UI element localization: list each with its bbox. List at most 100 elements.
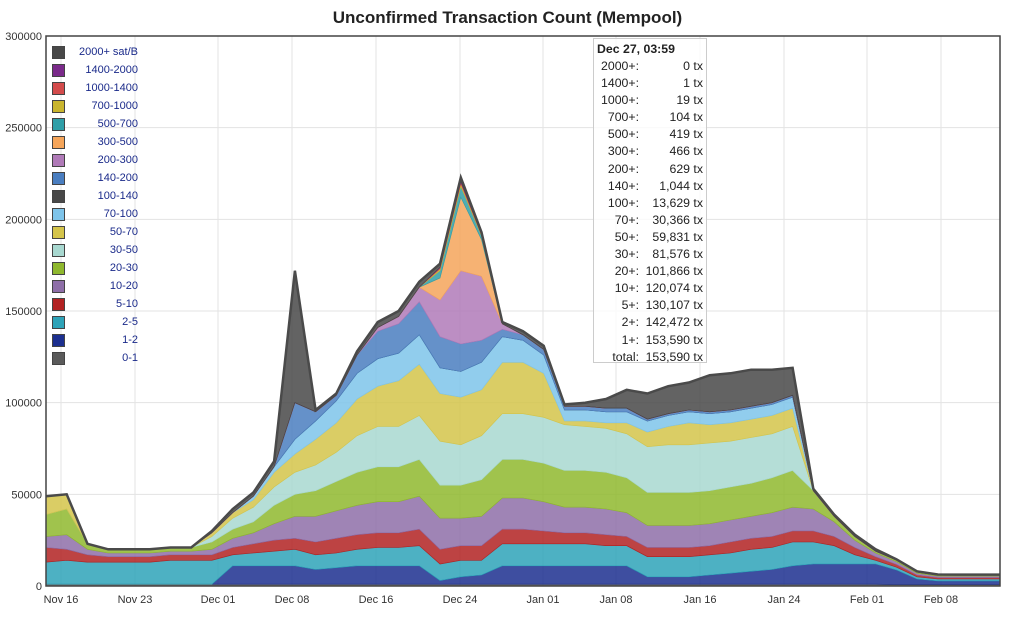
legend-label: 500-700 [97, 118, 138, 130]
x-tick-label: Nov 16 [44, 594, 79, 606]
tooltip-row: 20+: 101,866 tx [597, 263, 703, 280]
legend-item[interactable]: 50-70 [52, 223, 138, 241]
legend-swatch [52, 207, 65, 221]
x-tick-label: Feb 01 [850, 594, 884, 606]
tooltip-row-value: 0 tx [683, 59, 703, 73]
legend-swatch [52, 297, 65, 311]
legend-item[interactable]: 200-300 [52, 151, 138, 169]
tooltip-row: 700+: 104 tx [597, 109, 703, 126]
tooltip-row: 10+: 120,074 tx [597, 280, 703, 297]
x-tick-label: Dec 01 [201, 594, 236, 606]
legend-label: 700-1000 [91, 100, 139, 112]
legend-label: 20-30 [109, 262, 138, 274]
tooltip-row-value: 13,629 tx [652, 195, 703, 210]
legend-item[interactable]: 5-10 [52, 295, 138, 313]
legend-label: 30-50 [109, 244, 138, 256]
legend-item[interactable]: 1-2 [52, 331, 138, 349]
tooltip-row-key: 30+: [614, 247, 639, 262]
legend-item[interactable]: 1400-2000 [52, 61, 138, 79]
legend-swatch [52, 261, 65, 275]
legend-label: 200-300 [97, 154, 138, 166]
tooltip-row-key: 700+: [607, 110, 639, 125]
tooltip-row: total: 153,590 tx [597, 349, 703, 366]
legend-item[interactable]: 100-140 [52, 187, 138, 205]
legend-label: 2000+ sat/B [78, 46, 138, 58]
tooltip-row-value: 419 tx [669, 127, 704, 142]
legend-item[interactable]: 0-1 [52, 349, 138, 367]
legend-item[interactable]: 70-100 [52, 205, 138, 223]
legend: 2000+ sat/B 1400-2000 1000-1400 700-1000 500… [52, 43, 138, 367]
legend-swatch [52, 315, 65, 329]
tooltip-row-key: 5+: [621, 298, 639, 313]
legend-swatch [52, 99, 65, 113]
legend-item[interactable]: 10-20 [52, 277, 138, 295]
legend-label: 300-500 [97, 136, 138, 148]
legend-swatch [52, 333, 65, 347]
tooltip-row-value: 120,074 tx [645, 281, 703, 296]
legend-swatch [52, 63, 65, 77]
legend-item[interactable]: 30-50 [52, 241, 138, 259]
total-outline-line [45, 173, 1000, 576]
legend-item[interactable]: 140-200 [52, 169, 138, 187]
stacked-areas [45, 173, 1001, 587]
tooltip-row-value: 629 tx [669, 161, 704, 176]
tooltip-row: 1+: 153,590 tx [597, 332, 703, 349]
tooltip-row-value: 153,590 tx [645, 332, 703, 347]
legend-label: 2-5 [122, 316, 138, 328]
tooltip-row: 2000+: 0 tx [597, 58, 703, 75]
tooltip-row-value: 81,576 tx [652, 247, 703, 262]
legend-item[interactable]: 300-500 [52, 133, 138, 151]
tooltip-row: 1400+: 1 tx [597, 75, 703, 92]
tooltip-row-key: 10+: [614, 281, 639, 296]
legend-swatch [52, 81, 65, 95]
x-tick-label: Jan 16 [683, 594, 716, 606]
tooltip-row-value: 466 tx [669, 144, 704, 159]
legend-label: 5-10 [115, 298, 138, 310]
tooltip-row-key: 1400+: [601, 76, 639, 91]
tooltip-row-key: 100+: [607, 195, 639, 210]
tooltip-row-value: 30,366 tx [652, 212, 703, 227]
chart-title: Unconfirmed Transaction Count (Mempool) [332, 8, 683, 27]
legend-swatch [52, 243, 65, 257]
y-tick-label: 100000 [5, 398, 42, 410]
tooltip: Dec 27, 03:59 2000+: 0 tx 1400+: 1 tx 1000+:… [593, 38, 707, 366]
legend-label: 70-100 [103, 208, 138, 220]
tooltip-row-key: 1+: [621, 332, 639, 347]
legend-label: 0-1 [122, 352, 138, 364]
x-tick-label: Dec 16 [359, 594, 394, 606]
tooltip-row-key: 70+: [614, 212, 639, 227]
tooltip-row-value: 1,044 tx [659, 178, 703, 193]
tooltip-row-value: 153,590 tx [645, 349, 703, 364]
tooltip-row-key: 1000+: [601, 93, 639, 108]
x-tick-label: Jan 24 [767, 594, 800, 606]
legend-swatch [52, 45, 65, 59]
tooltip-row: 70+: 30,366 tx [597, 212, 703, 229]
tooltip-row: 300+: 466 tx [597, 143, 703, 160]
tooltip-row-key: 2+: [621, 315, 639, 330]
tooltip-row-key: 200+: [607, 161, 639, 176]
x-tick-label: Jan 08 [599, 594, 632, 606]
legend-label: 1400-2000 [85, 64, 138, 76]
tooltip-header: Dec 27, 03:59 [597, 42, 675, 56]
legend-swatch [52, 153, 65, 167]
legend-swatch [52, 225, 65, 239]
tooltip-row-value: 142,472 tx [645, 315, 703, 330]
tooltip-row: 5+: 130,107 tx [597, 297, 703, 314]
legend-item[interactable]: 1000-1400 [52, 79, 138, 97]
tooltip-row-key: 500+: [607, 127, 639, 142]
legend-swatch [52, 135, 65, 149]
legend-item[interactable]: 700-1000 [52, 97, 138, 115]
y-tick-label: 50000 [11, 489, 42, 501]
legend-item[interactable]: 500-700 [52, 115, 138, 133]
y-tick-label: 200000 [5, 214, 42, 226]
x-tick-label: Feb 08 [924, 594, 958, 606]
tooltip-row-value: 19 tx [676, 93, 703, 108]
legend-item[interactable]: 20-30 [52, 259, 138, 277]
legend-item[interactable]: 2-5 [52, 313, 138, 331]
tooltip-row: 140+: 1,044 tx [597, 178, 703, 195]
legend-item[interactable]: 2000+ sat/B [52, 43, 138, 61]
tooltip-row-key: 2000+: [601, 59, 639, 73]
x-tick-label: Dec 24 [443, 594, 478, 606]
y-tick-label: 250000 [5, 123, 42, 135]
